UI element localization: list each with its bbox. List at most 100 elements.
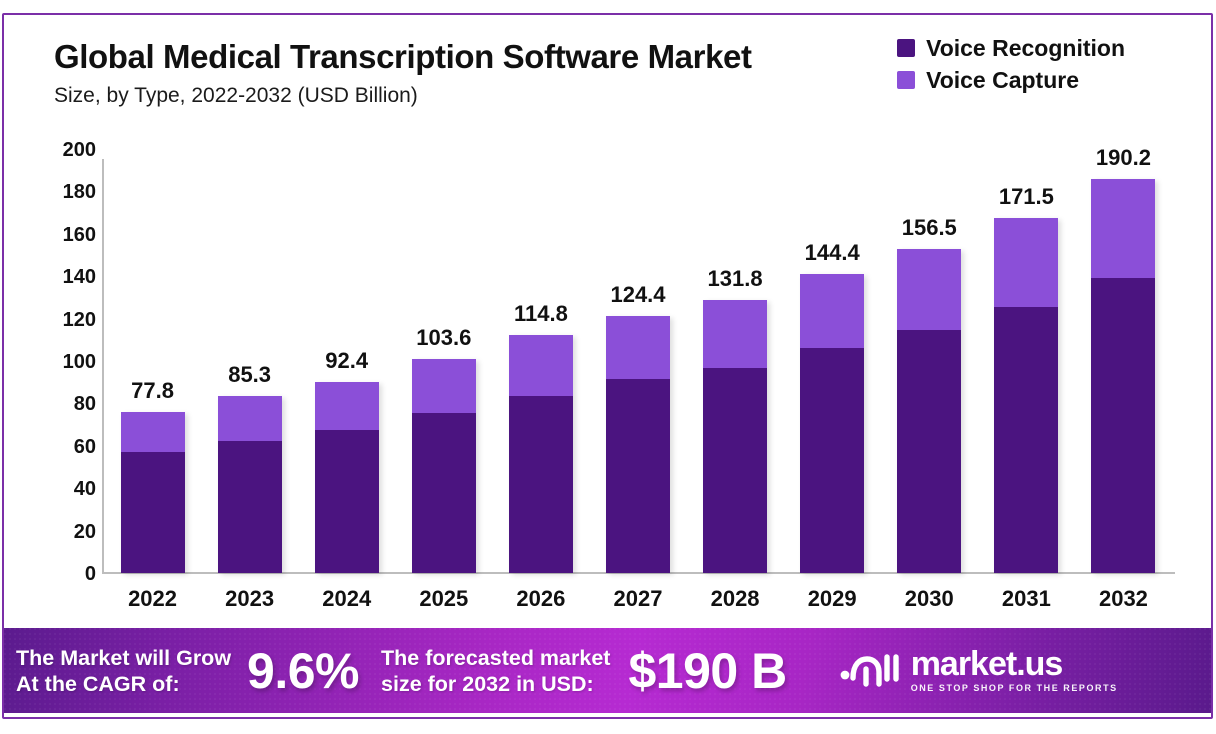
forecast-block: The forecasted market size for 2032 in U… bbox=[381, 645, 787, 697]
bar-value-label: 156.5 bbox=[901, 215, 957, 241]
logo-text: market.us ONE STOP SHOP FOR THE REPORTS bbox=[911, 647, 1118, 695]
legend-swatch-icon bbox=[897, 71, 916, 89]
forecast-value: $190 B bbox=[628, 642, 787, 699]
y-axis: 0 20 40 60 80 100 120 140 160 180 200 bbox=[26, 140, 96, 584]
stacked-bar[interactable] bbox=[217, 396, 282, 573]
stacked-bar[interactable] bbox=[800, 274, 865, 573]
x-axis-line bbox=[102, 572, 1175, 574]
bar-segment-voice-capture[interactable] bbox=[606, 315, 670, 380]
stacked-bar[interactable] bbox=[508, 335, 573, 573]
y-axis-tick-label: 60 bbox=[73, 435, 96, 458]
bar-segment-voice-recognition[interactable] bbox=[897, 329, 962, 573]
bar-segment-voice-capture[interactable] bbox=[994, 218, 1059, 307]
bar-group[interactable]: 114.8 bbox=[508, 159, 573, 573]
chart-frame: Global Medical Transcription Software Ma… bbox=[2, 13, 1213, 719]
bar-value-label: 124.4 bbox=[610, 281, 666, 307]
x-axis-tick-label: 2022 bbox=[128, 586, 178, 611]
x-axis-tick-label: 2029 bbox=[807, 586, 857, 611]
bar-value-label: 85.3 bbox=[228, 362, 272, 388]
legend-label: Voice Recognition bbox=[926, 35, 1125, 61]
bar-group[interactable]: 171.5 bbox=[994, 159, 1059, 573]
x-axis-tick-label: 2030 bbox=[904, 586, 954, 611]
bar-value-label: 114.8 bbox=[513, 301, 568, 327]
legend-swatch-icon bbox=[897, 39, 916, 57]
x-axis-tick-label: 2027 bbox=[613, 586, 663, 611]
bar-segment-voice-recognition[interactable] bbox=[217, 440, 282, 573]
y-axis-tick-label: 140 bbox=[62, 266, 96, 289]
bar-segment-voice-capture[interactable] bbox=[217, 396, 282, 441]
bar-value-label: 77.8 bbox=[131, 377, 174, 403]
bar-segment-voice-recognition[interactable] bbox=[314, 429, 379, 573]
x-axis-labels: 2022 2023 2024 2025 2026 2027 2028 2029 2030 2031… bbox=[104, 585, 1172, 619]
x-axis-tick-label: 2023 bbox=[225, 586, 275, 611]
bar-segment-voice-recognition[interactable] bbox=[1091, 277, 1156, 573]
forecast-caption-line1: The forecasted market bbox=[381, 645, 611, 670]
bar-segment-voice-capture[interactable] bbox=[897, 249, 962, 330]
bar-segment-voice-capture[interactable] bbox=[120, 411, 185, 453]
bar-segment-voice-recognition[interactable] bbox=[606, 379, 670, 573]
bar-value-label: 144.4 bbox=[804, 240, 860, 266]
y-axis-line bbox=[102, 159, 104, 574]
bar-segment-voice-capture[interactable] bbox=[800, 274, 865, 349]
cagr-caption-line2: At the CAGR of: bbox=[16, 671, 180, 696]
forecast-caption-line2: size for 2032 in USD: bbox=[381, 671, 594, 696]
bar-segment-voice-recognition[interactable] bbox=[994, 306, 1059, 573]
bar-series-group: 77.8 85.3 92.4 103.6 114.8 124.4 131.8 144.4 156… bbox=[104, 147, 1172, 573]
stacked-bar[interactable] bbox=[1091, 179, 1156, 573]
stacked-bar[interactable] bbox=[314, 381, 379, 573]
y-axis-tick-label: 0 bbox=[84, 563, 96, 585]
bar-segment-voice-recognition[interactable] bbox=[508, 395, 573, 573]
bar-segment-voice-capture[interactable] bbox=[703, 300, 768, 369]
bar-value-label: 171.5 bbox=[998, 184, 1054, 209]
bar-segment-voice-recognition[interactable] bbox=[120, 452, 185, 573]
bar-segment-voice-capture[interactable] bbox=[314, 381, 379, 430]
x-axis-tick-label: 2031 bbox=[1001, 586, 1051, 611]
y-axis-tick-label: 80 bbox=[73, 393, 96, 416]
stacked-bar[interactable] bbox=[703, 300, 768, 573]
bar-group[interactable]: 103.6 bbox=[411, 159, 476, 573]
bar-group[interactable]: 156.5 bbox=[897, 159, 962, 573]
bar-segment-voice-recognition[interactable] bbox=[703, 368, 768, 573]
stacked-bar[interactable] bbox=[606, 315, 670, 574]
cagr-value: 9.6% bbox=[247, 642, 360, 699]
chart-header: Global Medical Transcription Software Ma… bbox=[54, 37, 874, 109]
bar-group[interactable]: 144.4 bbox=[800, 159, 865, 573]
bar-segment-voice-recognition[interactable] bbox=[411, 413, 476, 573]
bar-value-label: 103.6 bbox=[416, 324, 472, 350]
logo-wordmark: market.us bbox=[910, 644, 1064, 683]
bar-group[interactable]: 85.3 bbox=[217, 159, 282, 573]
y-axis-tick-label: 180 bbox=[62, 181, 96, 204]
y-axis-tick-label: 40 bbox=[73, 478, 96, 501]
bar-group[interactable]: 190.2 bbox=[1091, 147, 1156, 573]
bar-segment-voice-capture[interactable] bbox=[411, 358, 476, 414]
bar-segment-voice-recognition[interactable] bbox=[800, 348, 865, 573]
stacked-bar[interactable] bbox=[994, 218, 1059, 573]
chart-plot-area: 0 20 40 60 80 100 120 140 160 180 200 77.8 85.3 92.4… bbox=[4, 15, 1211, 635]
x-axis-tick-label: 2025 bbox=[419, 586, 469, 611]
market-us-logo: market.us ONE STOP SHOP FOR THE REPORTS bbox=[839, 647, 1118, 695]
logo-tagline: ONE STOP SHOP FOR THE REPORTS bbox=[910, 682, 1118, 693]
bar-group[interactable]: 92.4 bbox=[314, 159, 379, 573]
bar-group[interactable]: 124.4 bbox=[606, 159, 670, 573]
market-us-mark-icon bbox=[839, 648, 901, 693]
bar-group[interactable]: 77.8 bbox=[120, 159, 185, 573]
x-axis-tick-label: 2024 bbox=[322, 586, 372, 611]
bar-group[interactable]: 131.8 bbox=[703, 159, 768, 573]
x-axis-tick-label: 2032 bbox=[1098, 586, 1148, 611]
y-axis-tick-label: 160 bbox=[62, 223, 96, 246]
stacked-bar[interactable] bbox=[897, 249, 962, 573]
legend-item-voice-recognition: Voice Recognition bbox=[897, 35, 1125, 61]
y-axis-tick-label: 200 bbox=[62, 139, 96, 161]
legend-label: Voice Capture bbox=[926, 67, 1080, 93]
cagr-block: The Market will Grow At the CAGR of: 9.6… bbox=[16, 642, 360, 699]
stacked-bar[interactable] bbox=[120, 411, 185, 573]
bar-segment-voice-capture[interactable] bbox=[1091, 179, 1156, 278]
stacked-bar[interactable] bbox=[411, 358, 476, 573]
bar-value-label: 190.2 bbox=[1095, 145, 1151, 171]
bar-segment-voice-capture[interactable] bbox=[508, 335, 573, 396]
chart-subtitle: Size, by Type, 2022-2032 (USD Billion) bbox=[54, 84, 418, 107]
page-title: Global Medical Transcription Software Ma… bbox=[54, 38, 752, 75]
legend-item-voice-capture: Voice Capture bbox=[897, 67, 1125, 93]
chart-legend: Voice Recognition Voice Capture bbox=[897, 35, 1125, 93]
